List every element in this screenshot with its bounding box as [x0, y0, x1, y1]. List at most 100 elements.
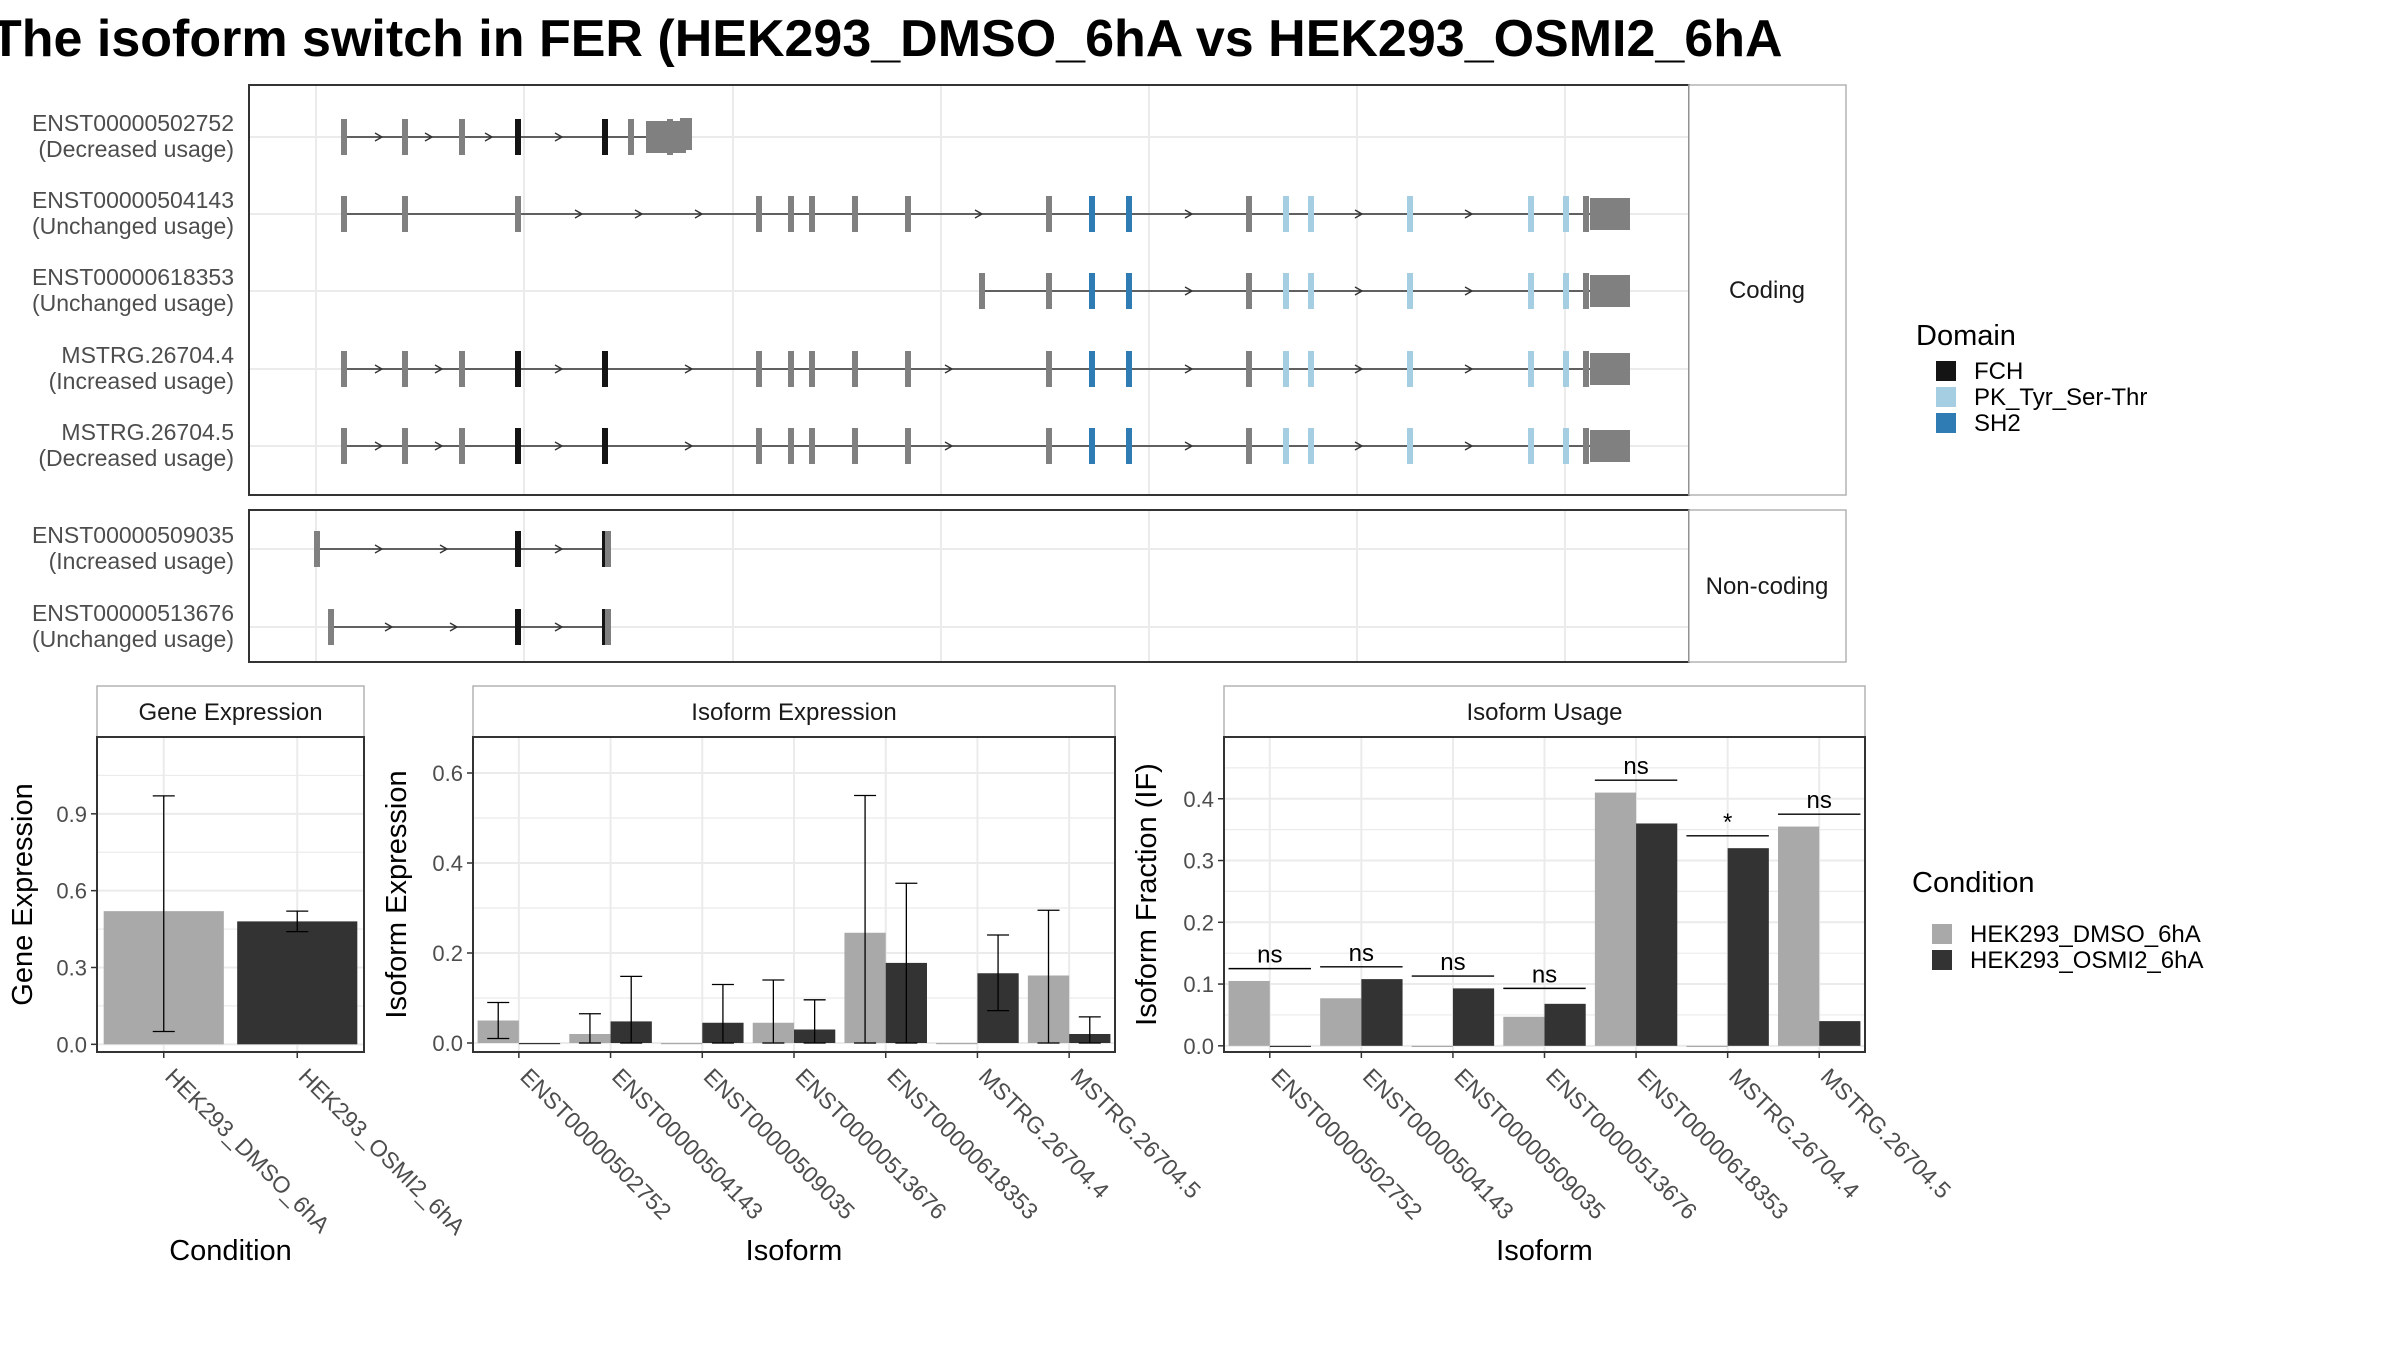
x-tick-label: ENST00000618353 [1633, 1063, 1794, 1224]
exon-block [1563, 196, 1569, 232]
exon-block [515, 119, 521, 155]
exon-block [756, 196, 762, 232]
figure-title: The isoform switch in FER (HEK293_DMSO_6… [0, 10, 1783, 68]
strand-arrow [1354, 286, 1364, 296]
x-tick-label: ENST00000618353 [882, 1063, 1043, 1224]
bar [1594, 792, 1637, 1046]
strand-arrow [944, 441, 954, 451]
exon-block [459, 119, 465, 155]
significance-label: ns [1257, 942, 1282, 969]
strand-arrow [449, 622, 459, 632]
exon-block [1407, 273, 1413, 309]
y-tick-label: 0.9 [56, 802, 87, 827]
y-tick-label: 0.0 [432, 1031, 463, 1056]
x-tick-label: ENST00000509035 [699, 1063, 860, 1224]
coding-strip-label: Coding [1729, 277, 1805, 304]
y-tick-label: 0.3 [1183, 849, 1214, 874]
strand-arrow [1184, 441, 1194, 451]
domain-legend-title: Domain [1916, 320, 2016, 352]
exon-block [602, 119, 608, 155]
x-tick-label: ENST00000504143 [607, 1063, 768, 1224]
exon-block [402, 196, 408, 232]
exon-block [402, 119, 408, 155]
utr-block [1590, 275, 1630, 307]
domain-legend-swatch [1936, 361, 1956, 381]
strand-arrow [1354, 364, 1364, 374]
strand-arrow [944, 364, 954, 374]
coding-transcript-tracks [341, 118, 1630, 464]
domain-legend-label: FCH [1974, 358, 2023, 385]
y-tick-label: 0.0 [56, 1032, 87, 1057]
utr-block [1590, 430, 1630, 462]
bar [1686, 1045, 1728, 1048]
isoform-expression-panel: Isoform Expression 0.0 0.2 0.4 0.6 ENST000005… [381, 685, 1206, 1267]
bar [518, 1043, 561, 1045]
noncoding-transcript-tracks [314, 531, 611, 645]
exon-block [1089, 428, 1095, 464]
condition-legend-swatch [1932, 950, 1952, 970]
y-axis-title: Isoform Fraction (IF) [1131, 763, 1163, 1026]
strand-arrow [484, 132, 494, 142]
exon-block [1308, 428, 1314, 464]
exon-block [1528, 351, 1534, 387]
exon-block [602, 351, 608, 387]
significance-label: ns [1807, 787, 1832, 814]
exon-block [756, 428, 762, 464]
exon-block [1046, 428, 1052, 464]
condition-legend-label: HEK293_DMSO_6hA [1970, 921, 2201, 948]
exon-block [628, 119, 634, 155]
strand-arrow [634, 209, 644, 219]
bar [1544, 1003, 1586, 1046]
exon-block [1407, 428, 1413, 464]
strand-arrow [554, 622, 564, 632]
bar [1361, 979, 1403, 1046]
strand-arrow [1464, 209, 1474, 219]
noncoding-strip-label: Non-coding [1706, 573, 1829, 600]
y-tick-label: 0.0 [1183, 1034, 1214, 1059]
noncoding-panel-frame [248, 509, 1690, 663]
transcript-usage: (Decreased usage) [38, 136, 234, 162]
structure-coding-panel: Coding [248, 84, 1847, 496]
exon-block [1583, 273, 1589, 309]
exon-block [1308, 273, 1314, 309]
exon-block [341, 196, 347, 232]
bar [1320, 998, 1362, 1046]
exon-block [515, 609, 521, 645]
y-tick-label: 0.4 [432, 851, 463, 876]
x-tick-label: ENST00000513676 [790, 1063, 951, 1224]
y-tick-label: 0.4 [1183, 787, 1214, 812]
transcript-id: MSTRG.26704.5 [61, 419, 234, 445]
strand-arrow [1464, 441, 1474, 451]
strand-arrow [1354, 441, 1364, 451]
domain-legend-swatch [1936, 413, 1956, 433]
strand-arrow [554, 544, 564, 554]
strand-arrow [424, 132, 434, 142]
transcript-usage: (Unchanged usage) [32, 626, 234, 652]
exon-block [1407, 196, 1413, 232]
exon-block [515, 428, 521, 464]
exon-block [1563, 351, 1569, 387]
utr-block [680, 118, 692, 150]
exon-block [1528, 428, 1534, 464]
condition-legend-swatch [1932, 924, 1952, 944]
strand-arrow [554, 132, 564, 142]
transcript-id: ENST00000504143 [32, 187, 234, 213]
strand-arrow [1354, 209, 1364, 219]
exon-block [1126, 196, 1132, 232]
panel-strip [1223, 685, 1866, 738]
x-tick-label: ENST00000502752 [515, 1063, 676, 1224]
exon-block [1528, 196, 1534, 232]
exon-block [1246, 351, 1252, 387]
exon-block [852, 351, 858, 387]
strand-arrow [439, 544, 449, 554]
transcript-id: MSTRG.26704.4 [61, 342, 234, 368]
exon-block [515, 351, 521, 387]
significance-label: ns [1440, 949, 1465, 976]
bar [1778, 826, 1820, 1046]
panel-strip [472, 685, 1116, 738]
transcript-id: ENST00000502752 [32, 110, 234, 136]
x-tick-label: ENST00000513676 [1541, 1063, 1702, 1224]
bar [1503, 1016, 1545, 1046]
strand-arrow [434, 441, 444, 451]
